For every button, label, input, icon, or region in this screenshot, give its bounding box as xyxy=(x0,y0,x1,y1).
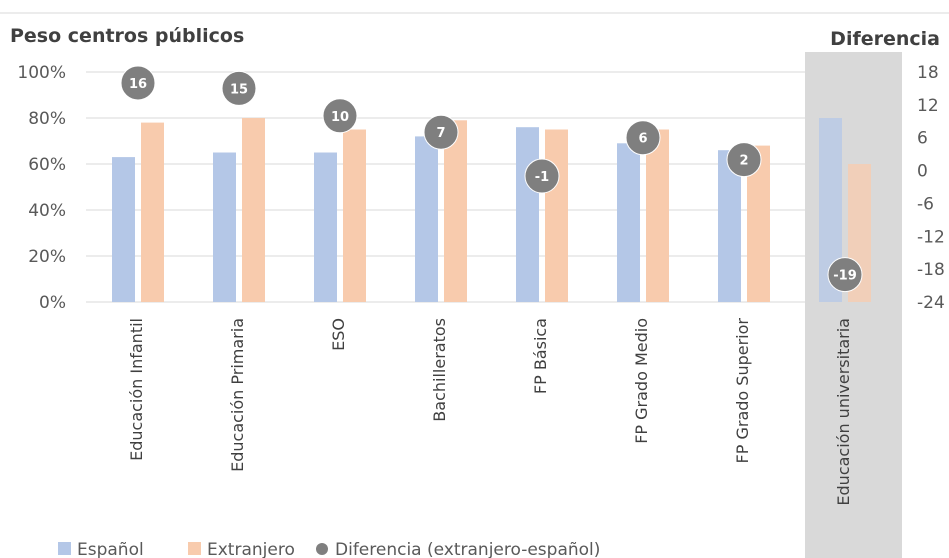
right-tick-label: -12 xyxy=(917,227,945,247)
difference-marker: 10 xyxy=(322,98,358,134)
bar-extranjero xyxy=(141,122,164,302)
left-tick-label: 80% xyxy=(28,109,66,129)
category-label: Educación Primaria xyxy=(228,318,247,472)
difference-marker: 2 xyxy=(726,142,762,178)
difference-label: -19 xyxy=(833,269,857,284)
bars xyxy=(112,118,871,302)
bar-espanol xyxy=(516,127,539,302)
difference-dot xyxy=(322,98,358,134)
right-tick-label: 18 xyxy=(917,63,939,83)
category-label: FP Básica xyxy=(531,318,550,394)
difference-dot xyxy=(423,114,459,150)
category-label: ESO xyxy=(329,318,348,351)
difference-label: 6 xyxy=(638,132,647,147)
bar-extranjero xyxy=(747,145,770,302)
category-label: FP Grado Superior xyxy=(733,318,752,464)
right-tick-label: -18 xyxy=(917,260,945,280)
bar-espanol xyxy=(617,143,640,302)
difference-marker: 6 xyxy=(625,120,661,156)
difference-markers: 16 15 10 7 -1 6 2 -19 xyxy=(120,65,863,293)
category-label: Bachilleratos xyxy=(430,318,449,422)
right-tick-label: -24 xyxy=(917,293,945,313)
difference-label: 16 xyxy=(129,77,147,92)
legend-marker xyxy=(316,543,328,555)
left-axis-ticks: 0% 20% 40% 60% 80% 100% xyxy=(17,63,66,313)
difference-marker: 15 xyxy=(221,70,257,106)
difference-dot xyxy=(221,70,257,106)
left-tick-label: 20% xyxy=(28,247,66,267)
difference-label: 2 xyxy=(739,154,748,169)
right-axis-ticks: 18 12 6 0 -6 -12 -18 -24 xyxy=(917,63,945,313)
difference-dot xyxy=(120,65,156,101)
difference-marker: -19 xyxy=(827,257,863,293)
difference-label: -1 xyxy=(535,170,549,185)
difference-dot xyxy=(625,120,661,156)
bar-extranjero xyxy=(646,129,669,302)
difference-marker: -1 xyxy=(524,158,560,194)
right-tick-label: 0 xyxy=(917,162,928,182)
bar-espanol xyxy=(213,152,236,302)
right-tick-label: 12 xyxy=(917,96,939,116)
legend-swatch xyxy=(58,542,71,555)
left-axis-title: Peso centros públicos xyxy=(10,25,244,47)
legend-label: Diferencia (extranjero-español) xyxy=(335,540,600,558)
right-tick-label: 6 xyxy=(917,129,928,149)
bar-espanol xyxy=(415,136,438,302)
category-label: FP Grado Medio xyxy=(632,318,651,444)
difference-dot xyxy=(524,158,560,194)
legend-label: Extranjero xyxy=(207,540,295,558)
category-label: Educación Infantil xyxy=(127,318,146,461)
difference-dot xyxy=(827,257,863,293)
legend-label: Español xyxy=(77,540,144,558)
left-tick-label: 0% xyxy=(39,293,66,313)
bar-espanol xyxy=(112,157,135,302)
category-labels: Educación Infantil Educación Primaria ESO B… xyxy=(127,318,853,506)
difference-label: 15 xyxy=(230,82,248,97)
bar-extranjero xyxy=(242,118,265,302)
left-tick-label: 100% xyxy=(17,63,66,83)
left-tick-label: 40% xyxy=(28,201,66,221)
right-tick-label: -6 xyxy=(917,194,934,214)
right-axis-title: Diferencia xyxy=(830,28,940,50)
legend-swatch xyxy=(188,542,201,555)
bar-espanol xyxy=(819,118,842,302)
difference-label: 7 xyxy=(436,126,445,141)
difference-label: 10 xyxy=(331,110,349,125)
category-label: Educación universitaria xyxy=(834,318,853,506)
bar-extranjero xyxy=(343,129,366,302)
difference-dot xyxy=(726,142,762,178)
difference-marker: 7 xyxy=(423,114,459,150)
bar-extranjero xyxy=(444,120,467,302)
bar-espanol xyxy=(718,150,741,302)
bar-espanol xyxy=(314,152,337,302)
left-tick-label: 60% xyxy=(28,155,66,175)
difference-marker: 16 xyxy=(120,65,156,101)
legend: Español Extranjero Diferencia (extranjero-… xyxy=(58,540,600,558)
bar-extranjero xyxy=(545,129,568,302)
